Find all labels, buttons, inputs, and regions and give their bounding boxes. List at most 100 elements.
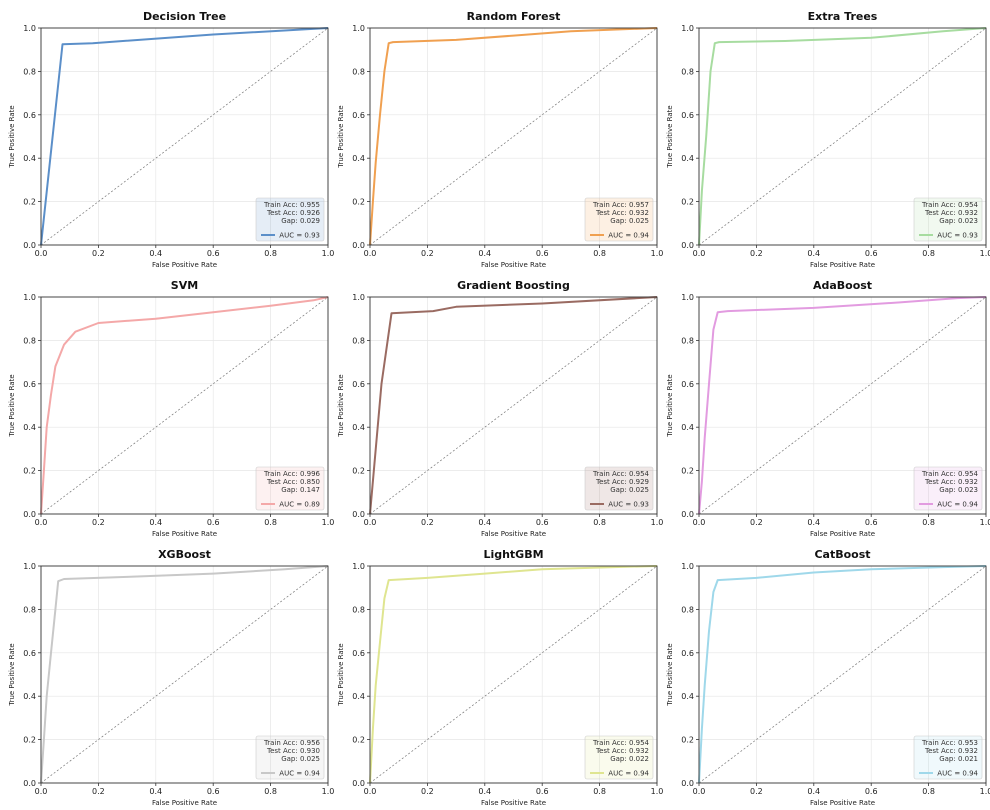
- x-axis-label: False Positive Rate: [810, 799, 875, 807]
- metric-text: Test Acc: 0.932: [924, 747, 978, 755]
- y-tick-label: 0.8: [23, 605, 36, 614]
- x-tick-label: 0.0: [35, 249, 48, 258]
- x-tick-label: 0.0: [35, 787, 48, 796]
- x-tick-label: 0.2: [750, 249, 763, 258]
- plot-area: [699, 297, 986, 514]
- metric-text: Test Acc: 0.932: [924, 478, 978, 486]
- roc-curve-line: [40, 296, 329, 515]
- metric-text: Test Acc: 0.850: [266, 478, 320, 486]
- axes-frame: [369, 296, 658, 515]
- chart-title: SVM: [171, 279, 198, 292]
- metrics-legend-box: [584, 735, 654, 780]
- y-tick-label: 0.6: [681, 380, 694, 389]
- plot-area: [41, 297, 328, 514]
- metric-text: Gap: 0.021: [939, 755, 978, 763]
- metric-text: Train Acc: 0.956: [263, 739, 321, 747]
- metric-text: Gap: 0.147: [281, 486, 320, 494]
- x-axis-label: False Positive Rate: [481, 261, 546, 269]
- axes-frame: [40, 27, 329, 246]
- y-tick-label: 0.8: [23, 336, 36, 345]
- x-tick-label: 0.0: [364, 518, 377, 527]
- x-tick-label: 0.0: [364, 249, 377, 258]
- metrics-legend-box: [913, 197, 983, 242]
- x-tick-label: 0.8: [922, 787, 935, 796]
- x-tick-label: 0.6: [207, 249, 220, 258]
- legend-label: AUC = 0.94: [937, 770, 978, 778]
- y-tick-label: 0.2: [681, 467, 694, 476]
- y-tick-label: 0.4: [681, 154, 694, 163]
- metric-text: Gap: 0.025: [610, 217, 649, 225]
- x-tick-label: 0.4: [478, 787, 491, 796]
- metrics-legend-box: [913, 466, 983, 511]
- y-tick-label: 0.0: [23, 510, 36, 519]
- x-tick-label: 0.0: [693, 249, 706, 258]
- y-tick-label: 0.4: [352, 692, 365, 701]
- x-tick-label: 0.0: [693, 787, 706, 796]
- x-tick-label: 0.2: [421, 787, 434, 796]
- legend-label: AUC = 0.94: [937, 501, 978, 509]
- chart-title: Random Forest: [467, 10, 561, 23]
- y-tick-label: 0.8: [681, 605, 694, 614]
- plot-area: [41, 566, 328, 783]
- y-tick-label: 1.0: [23, 562, 36, 571]
- roc-curve-line: [40, 565, 329, 784]
- axes-frame: [40, 565, 329, 784]
- plot-area: [370, 297, 657, 514]
- metric-text: Train Acc: 0.996: [263, 470, 321, 478]
- y-tick-label: 0.6: [681, 649, 694, 658]
- x-tick-label: 0.2: [92, 249, 105, 258]
- metric-text: Train Acc: 0.953: [921, 739, 978, 747]
- x-tick-label: 0.6: [207, 518, 220, 527]
- y-tick-label: 0.0: [681, 510, 694, 519]
- roc-panel: 0.00.0 0.2 0.2 0.4 0.4 0.6 0.6 0.8 0.8 1.0 1.0 Ligh…: [337, 548, 663, 807]
- y-tick-label: 1.0: [352, 24, 365, 33]
- y-tick-label: 0.0: [23, 779, 36, 788]
- y-tick-label: 1.0: [352, 562, 365, 571]
- y-tick-label: 0.0: [681, 779, 694, 788]
- plot-area: [370, 566, 657, 783]
- plot-area: [699, 28, 986, 245]
- legend-label: AUC = 0.94: [608, 232, 649, 240]
- y-tick-label: 0.0: [352, 241, 365, 250]
- x-tick-label: 0.4: [149, 518, 162, 527]
- metric-text: Gap: 0.025: [281, 755, 320, 763]
- x-tick-label: 1.0: [651, 249, 664, 258]
- metric-text: Test Acc: 0.932: [924, 209, 978, 217]
- x-tick-label: 0.6: [207, 787, 220, 796]
- legend-label: AUC = 0.94: [279, 770, 320, 778]
- x-tick-label: 0.4: [807, 249, 820, 258]
- x-tick-label: 0.4: [807, 787, 820, 796]
- y-tick-label: 0.6: [23, 649, 36, 658]
- metric-text: Train Acc: 0.954: [592, 739, 650, 747]
- axes-frame: [698, 565, 987, 784]
- x-tick-label: 1.0: [322, 518, 335, 527]
- x-tick-label: 0.6: [536, 787, 549, 796]
- metric-text: Gap: 0.029: [281, 217, 320, 225]
- roc-panel: 0.00.0 0.2 0.2 0.4 0.4 0.6 0.6 0.8 0.8 1.0 1.0 SVM F…: [8, 279, 334, 538]
- y-tick-label: 0.6: [352, 111, 365, 120]
- y-tick-label: 0.8: [23, 67, 36, 76]
- y-tick-label: 0.4: [23, 423, 36, 432]
- legend-label: AUC = 0.93: [279, 232, 320, 240]
- x-tick-label: 0.0: [364, 787, 377, 796]
- chart-title: LightGBM: [483, 548, 543, 561]
- metric-text: Test Acc: 0.932: [595, 747, 649, 755]
- y-tick-label: 0.8: [352, 605, 365, 614]
- y-axis-label: True Positive Rate: [337, 105, 345, 168]
- x-axis-label: False Positive Rate: [481, 799, 546, 807]
- legend-label: AUC = 0.94: [608, 770, 649, 778]
- y-tick-label: 0.2: [23, 467, 36, 476]
- y-tick-label: 0.0: [681, 241, 694, 250]
- x-tick-label: 0.2: [92, 787, 105, 796]
- metric-text: Test Acc: 0.926: [266, 209, 321, 217]
- y-tick-label: 1.0: [681, 24, 694, 33]
- x-tick-label: 0.4: [149, 249, 162, 258]
- y-tick-label: 0.8: [352, 336, 365, 345]
- roc-curve-line: [698, 296, 987, 515]
- x-tick-label: 0.8: [922, 518, 935, 527]
- y-tick-label: 0.0: [23, 241, 36, 250]
- x-tick-label: 1.0: [322, 787, 335, 796]
- x-tick-label: 1.0: [980, 249, 990, 258]
- y-axis-label: True Positive Rate: [8, 105, 16, 168]
